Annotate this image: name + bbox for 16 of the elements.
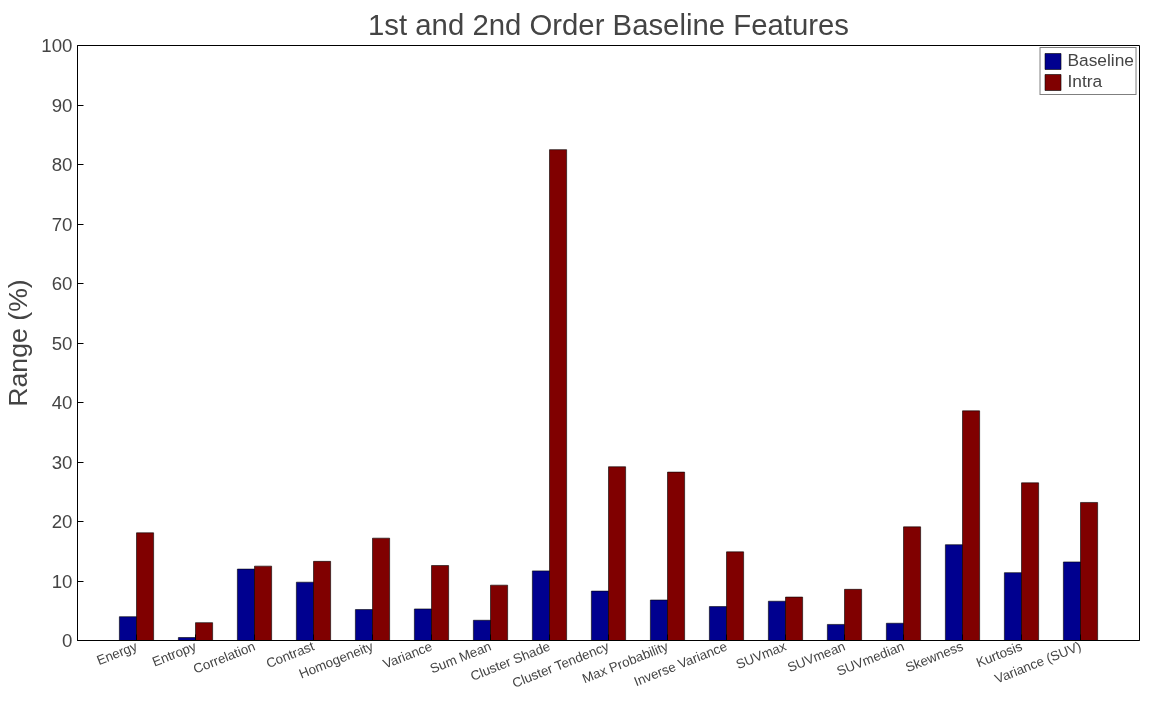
y-tick-label: 10 (51, 570, 73, 592)
legend-label: Intra (1067, 71, 1103, 92)
y-axis-title: Range (%) (3, 279, 34, 407)
x-tick-label: Energy (94, 638, 140, 669)
legend-label: Baseline (1067, 50, 1134, 71)
y-tick-label: 100 (41, 35, 73, 56)
y-tick-label: 40 (51, 392, 73, 413)
y-tick-label: 60 (51, 273, 73, 294)
y-tick-label: 70 (51, 213, 73, 235)
y-tick-label: 30 (51, 451, 73, 473)
y-tick-label: 20 (51, 511, 73, 532)
y-tick-label: 80 (51, 154, 73, 175)
chart-title: 1st and 2nd Order Baseline Features (368, 7, 849, 41)
y-tick-label: 50 (51, 332, 73, 354)
y-tick-label: 0 (62, 630, 73, 651)
y-tick-label: 90 (51, 94, 73, 116)
